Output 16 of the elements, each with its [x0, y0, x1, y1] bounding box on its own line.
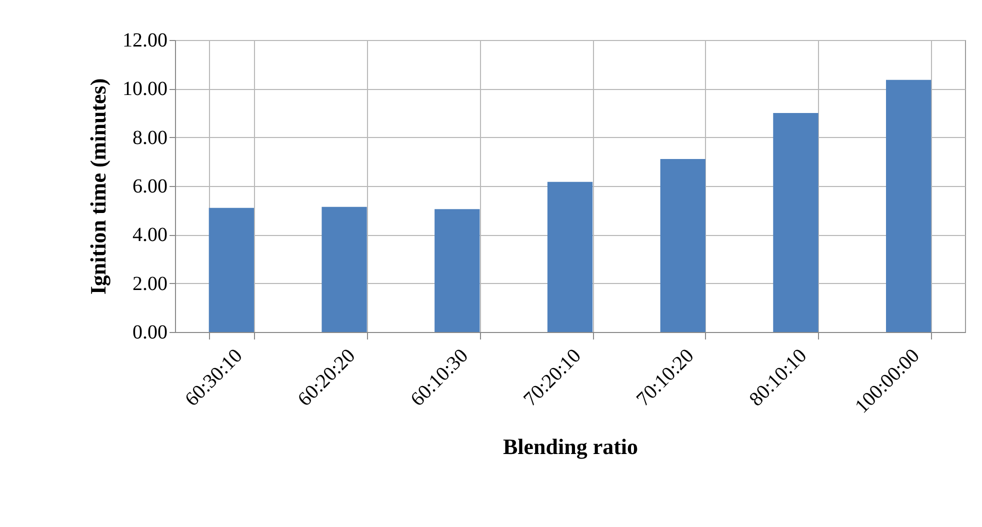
y-tick-label: 0.00: [132, 322, 168, 344]
x-axis-title: Blending ratio: [502, 434, 638, 459]
y-tick-label: 12.00: [122, 30, 168, 52]
bar: [208, 208, 254, 332]
bar: [773, 113, 818, 332]
bar: [434, 209, 480, 332]
bar: [660, 158, 706, 332]
y-tick-label: 4.00: [132, 224, 168, 246]
y-tick-label: 2.00: [132, 272, 168, 295]
bar: [886, 80, 932, 332]
bar: [322, 206, 367, 332]
y-axis-title: Ignition time (minutes): [86, 78, 110, 295]
y-tick-label: 8.00: [132, 126, 168, 149]
bar: [547, 182, 593, 332]
y-tick-label: 10.00: [122, 78, 168, 100]
y-tick-label: 6.00: [132, 176, 168, 198]
